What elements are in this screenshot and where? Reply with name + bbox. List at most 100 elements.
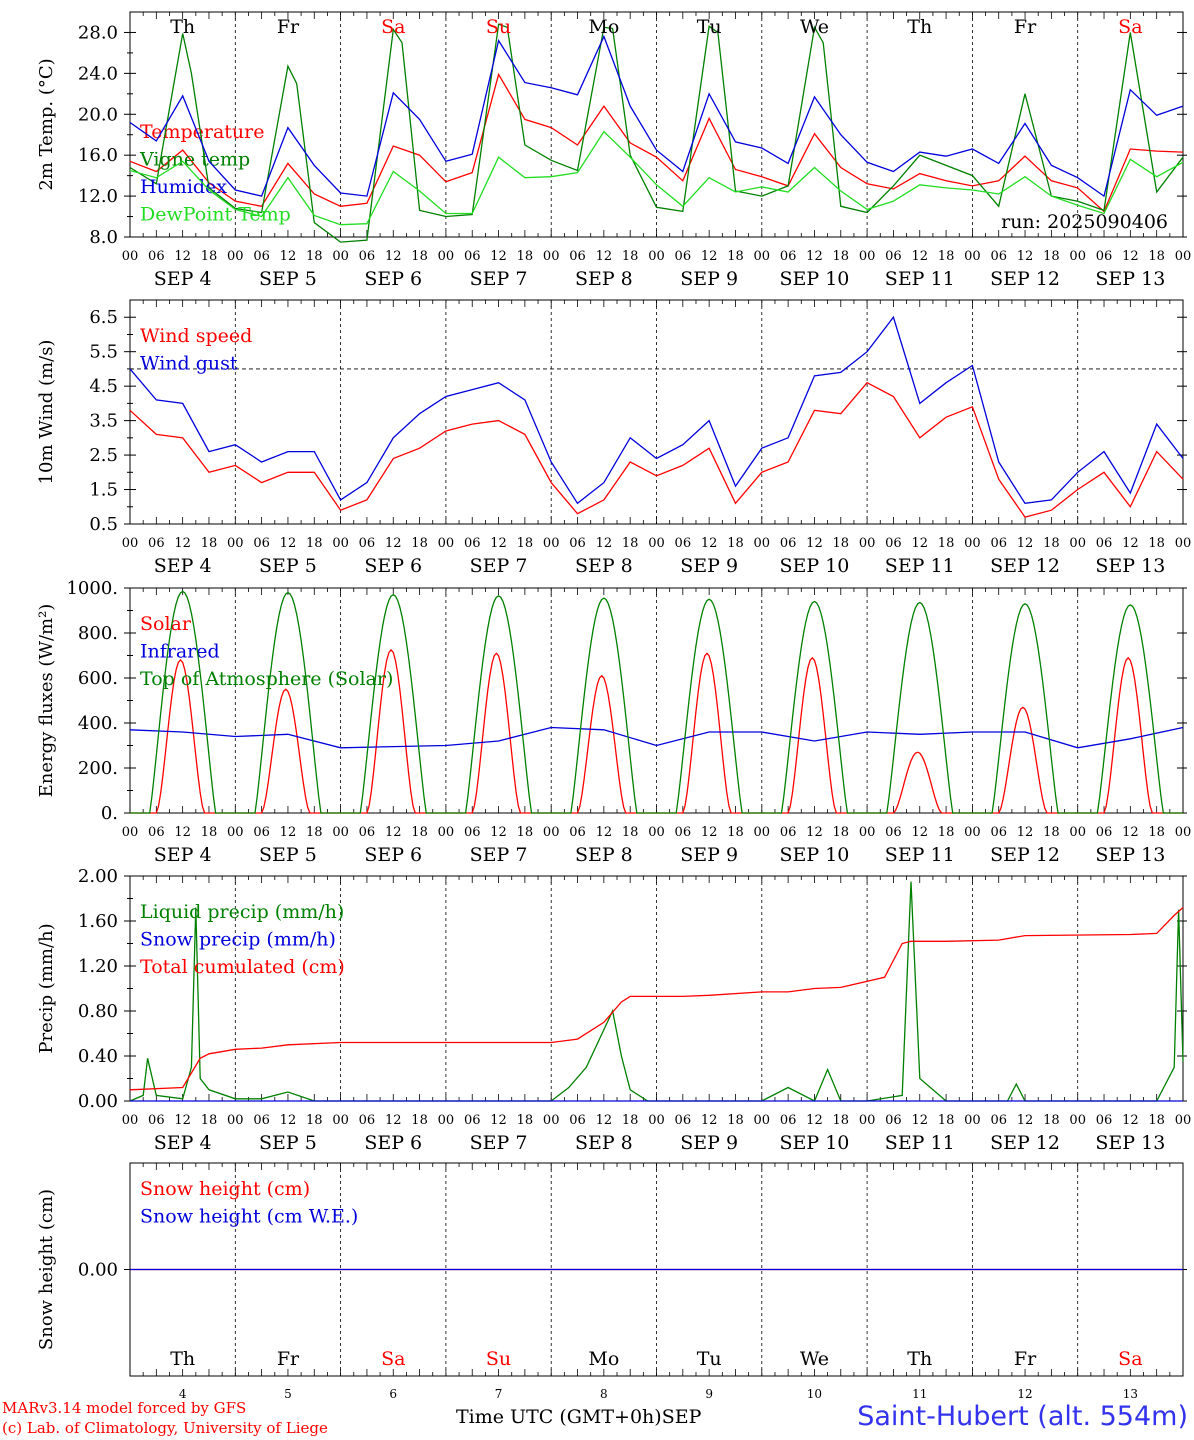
- panel-2-hour-label: 12: [385, 536, 402, 551]
- panel-3-date-label: SEP 10: [780, 844, 850, 866]
- panel-2-hour-label: 06: [253, 536, 270, 551]
- panel-3-hour-label: 18: [727, 825, 744, 840]
- panel-2-frame: [129, 299, 1184, 525]
- panel-4-hour-label: 00: [543, 1113, 560, 1128]
- panel-4-y-tick-label: 0.80: [78, 1001, 118, 1022]
- panel-1-hour-label: 12: [1017, 249, 1034, 264]
- panel-2-hour-label: 12: [806, 536, 823, 551]
- day-number-label: 10: [807, 1387, 822, 1401]
- panel-4-hour-label: 18: [833, 1113, 850, 1128]
- panel-4-hour-label: 00: [227, 1113, 244, 1128]
- panel-4-hour-label: 06: [885, 1113, 902, 1128]
- panel-2-hour-label: 18: [201, 536, 218, 551]
- panel-4-hour-label: 18: [1148, 1113, 1165, 1128]
- panel-4-hour-label: 12: [174, 1113, 191, 1128]
- panel-2-hour-label: 12: [1122, 536, 1139, 551]
- panel-4-hour-label: 12: [385, 1113, 402, 1128]
- panel-4-hour-label: 00: [754, 1113, 771, 1128]
- panel-2-hour-label: 12: [174, 536, 191, 551]
- panel-3-y-axis-title: Energy fluxes (W/m²): [36, 604, 57, 798]
- panel-2-hour-label: 06: [148, 536, 165, 551]
- panel-4-date-label: SEP 12: [990, 1132, 1060, 1154]
- panel-2-hour-label: 18: [517, 536, 534, 551]
- x-axis-title: Time UTC (GMT+0h)SEP: [456, 1406, 701, 1428]
- panel-2-hour-label: 00: [332, 536, 349, 551]
- panel-4-y-tick-label: 0.00: [78, 1091, 118, 1112]
- panel-4-date-label: SEP 11: [885, 1132, 955, 1154]
- panel-2-hour-label: 00: [754, 536, 771, 551]
- panel-2-hour-label: 18: [938, 536, 955, 551]
- panel-1-hour-label: 00: [859, 249, 876, 264]
- panel-3-hour-label: 06: [359, 825, 376, 840]
- panel-3-hour-label: 00: [227, 825, 244, 840]
- weekday-label-bottom: Sa: [1118, 1348, 1142, 1370]
- panel-3-hour-label: 00: [1069, 825, 1086, 840]
- panel-1-date-label: SEP 8: [575, 268, 633, 290]
- x-axis-label: Time UTC (GMT+0h): [456, 1406, 662, 1428]
- panel-4-hour-label: 18: [411, 1113, 428, 1128]
- panel-1-hour-label: 06: [780, 249, 797, 264]
- panel-2-hour-label: 06: [464, 536, 481, 551]
- panel-4-hour-label: 06: [675, 1113, 692, 1128]
- weekday-label-bottom: Sa: [381, 1348, 405, 1370]
- panel-3-hour-label: 12: [174, 825, 191, 840]
- panel-1-hour-label: 06: [1096, 249, 1113, 264]
- panel-3-hour-label: 00: [859, 825, 876, 840]
- panel-1-legend-entry: Temperature: [140, 121, 264, 143]
- panel-2-hour-label: 18: [306, 536, 323, 551]
- panel-1-hour-label: 00: [227, 249, 244, 264]
- panel-3-hour-label: 06: [885, 825, 902, 840]
- panel-2-hour-label: 06: [885, 536, 902, 551]
- panel-3-hour-label: 06: [569, 825, 586, 840]
- panel-1-hour-label: 00: [543, 249, 560, 264]
- day-number-label: 4: [179, 1387, 187, 1401]
- panel-2-date-label: SEP 12: [990, 555, 1060, 577]
- panel-3-date-label: SEP 8: [575, 844, 633, 866]
- panel-4-hour-label: 12: [806, 1113, 823, 1128]
- panel-2-y-tick-label: 1.5: [89, 480, 118, 501]
- x-axis-month: SEP: [661, 1406, 702, 1428]
- panel-1-hour-label: 00: [648, 249, 665, 264]
- panel-4-hour-label: 12: [1017, 1113, 1034, 1128]
- panel-1-series-temperature: [129, 72, 1184, 213]
- panel-3-hour-label: 00: [754, 825, 771, 840]
- panel-1-hour-label: 06: [253, 249, 270, 264]
- model-credit: MARv3.14 model forced by GFS: [2, 1399, 247, 1417]
- panel-3-date-label: SEP 9: [680, 844, 738, 866]
- weekday-label-top: Th: [170, 16, 195, 38]
- day-number-label: 12: [1017, 1387, 1032, 1401]
- panel-4-legend-entry: Snow precip (mm/h): [140, 929, 336, 951]
- panel-1-hour-label: 12: [1122, 249, 1139, 264]
- panel-3-hour-label: 12: [701, 825, 718, 840]
- panel-2-hour-label: 00: [648, 536, 665, 551]
- panel-1-date-label: SEP 11: [885, 268, 955, 290]
- panel-1-hour-label: 00: [1175, 249, 1192, 264]
- weekday-label-bottom: Th: [170, 1348, 195, 1370]
- panel-4-hour-label: 06: [990, 1113, 1007, 1128]
- weekday-label-bottom: Fr: [277, 1348, 300, 1370]
- panel-3-hour-label: 00: [543, 825, 560, 840]
- panel-1-hour-label: 18: [938, 249, 955, 264]
- panel-4-hour-label: 00: [438, 1113, 455, 1128]
- panel-4-hour-label: 18: [1043, 1113, 1060, 1128]
- day-number-label: 11: [912, 1387, 927, 1401]
- panel-3-hour-label: 18: [517, 825, 534, 840]
- panel-3-hour-label: 06: [253, 825, 270, 840]
- panel-4-date-label: SEP 7: [470, 1132, 528, 1154]
- panel-3-y-tick-label: 400.: [78, 713, 118, 734]
- panel-2-legend-entry: Wind speed: [140, 325, 252, 347]
- panel-1-series-dewpoint-temp: [129, 130, 1184, 226]
- panel-4-hour-label: 12: [701, 1113, 718, 1128]
- panel-1-date-label: SEP 12: [990, 268, 1060, 290]
- panel-2-date-label: SEP 9: [680, 555, 738, 577]
- day-number-label: 6: [389, 1387, 397, 1401]
- panel-3-date-label: SEP 6: [364, 844, 422, 866]
- panel-4-hour-label: 18: [727, 1113, 744, 1128]
- panel-1-hour-label: 18: [622, 249, 639, 264]
- panel-2-y-tick-label: 4.5: [89, 376, 118, 397]
- panel-4-hour-label: 12: [1122, 1113, 1139, 1128]
- panel-3-hour-label: 00: [1175, 825, 1192, 840]
- panel-1-y-axis-title: 2m Temp. (°C): [36, 58, 57, 190]
- panel-1-hour-label: 06: [148, 249, 165, 264]
